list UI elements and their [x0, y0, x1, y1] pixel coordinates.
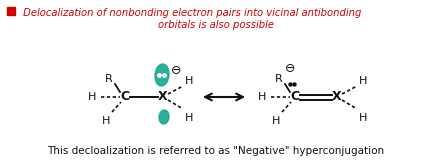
Text: H: H	[272, 116, 280, 126]
Text: X: X	[332, 90, 342, 103]
Text: R: R	[105, 74, 113, 84]
Text: This decloalization is referred to as "Negative" hyperconjugation: This decloalization is referred to as "N…	[48, 146, 384, 156]
Text: R: R	[275, 74, 283, 84]
Text: H: H	[359, 76, 367, 86]
Text: Delocalization of nonbonding electron pairs into vicinal antibonding: Delocalization of nonbonding electron pa…	[20, 8, 362, 18]
Text: H: H	[185, 113, 194, 123]
Text: H: H	[88, 92, 96, 102]
Bar	[7, 7, 15, 15]
Text: C: C	[290, 90, 299, 103]
Text: ⊖: ⊖	[171, 65, 181, 78]
Text: H: H	[102, 116, 110, 126]
Ellipse shape	[159, 110, 169, 124]
Text: orbitals is also possible: orbitals is also possible	[158, 20, 274, 30]
Text: ⊖: ⊖	[285, 63, 295, 76]
Ellipse shape	[155, 64, 169, 86]
Text: X: X	[158, 90, 168, 103]
Text: H: H	[257, 92, 266, 102]
Text: H: H	[185, 76, 194, 86]
Text: H: H	[359, 113, 367, 123]
Text: C: C	[121, 90, 130, 103]
